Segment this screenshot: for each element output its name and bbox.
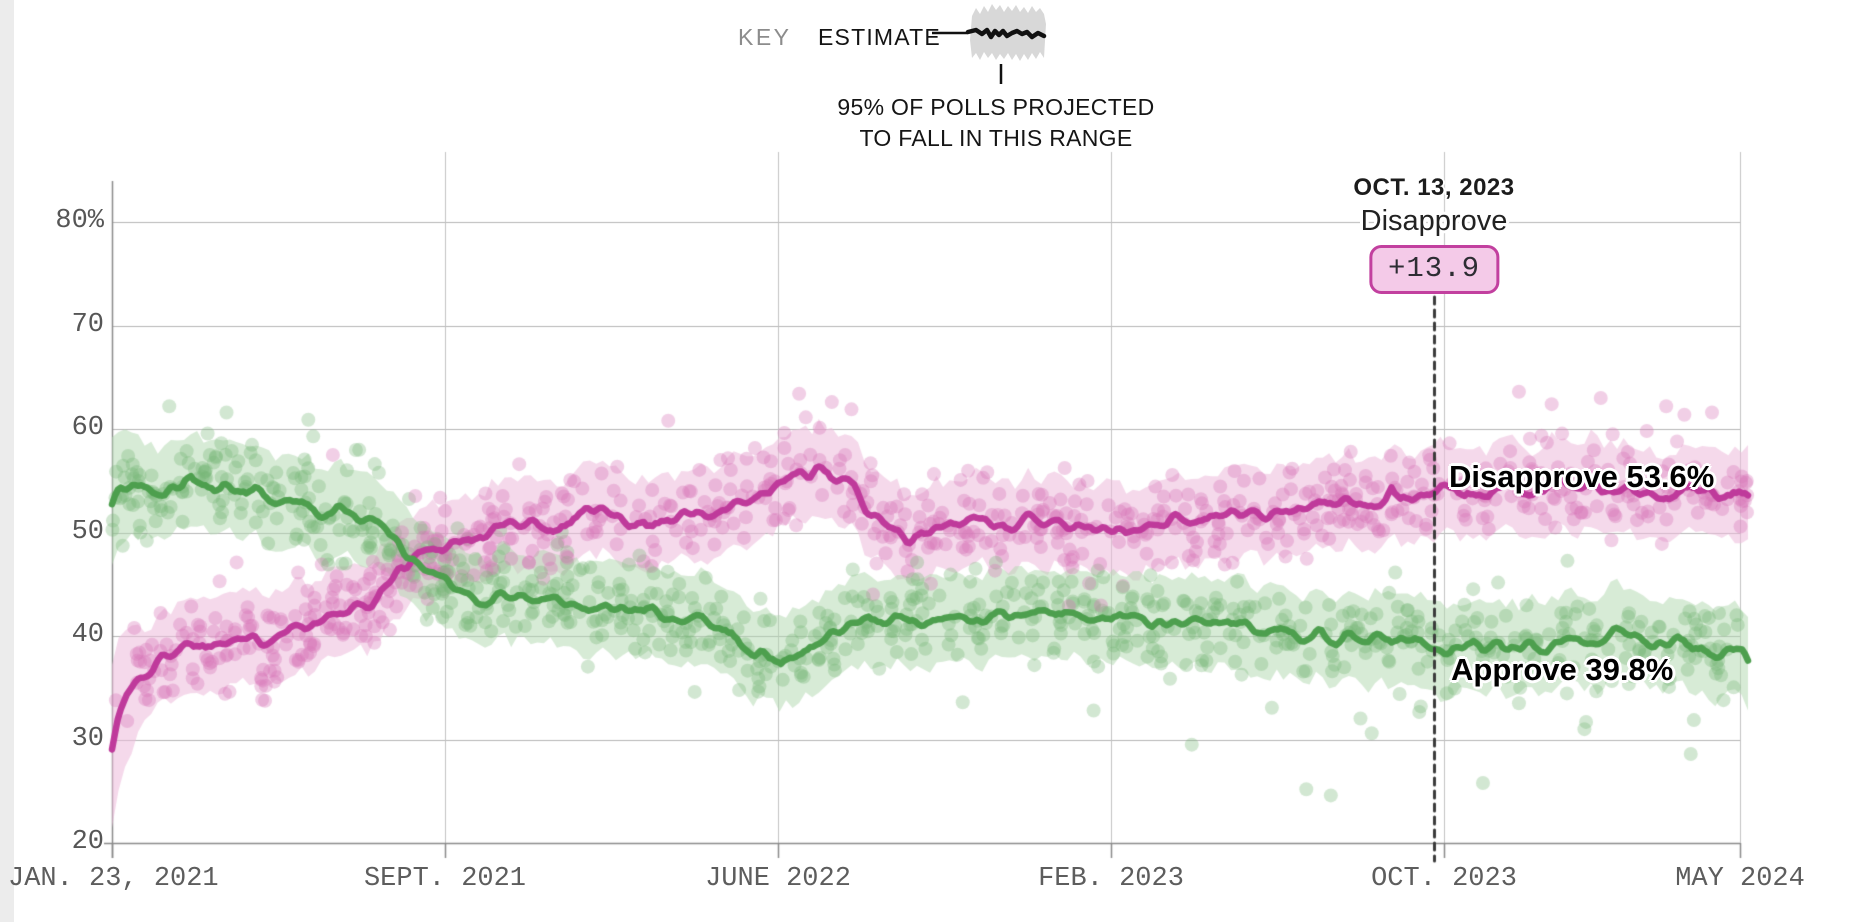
y-tick-label: 70 bbox=[71, 309, 104, 340]
y-tick-label: 20 bbox=[71, 827, 104, 857]
tooltip-annotation: OCT. 13, 2023 Disapprove +13.9 bbox=[1353, 174, 1514, 294]
x-tick-label: JUNE 2022 bbox=[705, 864, 851, 894]
key-label: KEY bbox=[738, 24, 792, 50]
x-tick-label: FEB. 2023 bbox=[1038, 864, 1184, 894]
poll-range-caption-line2: TO FALL IN THIS RANGE bbox=[859, 125, 1133, 151]
y-tick-label: 60 bbox=[71, 413, 104, 443]
tooltip-series-label: Disapprove bbox=[1360, 205, 1508, 237]
x-tick-label: JAN. 23, 2021 bbox=[8, 864, 219, 894]
poll-range-caption: 95% OF POLLS PROJECTED TO FALL IN THIS R… bbox=[837, 92, 1154, 154]
x-tick-label: OCT. 2023 bbox=[1371, 864, 1517, 894]
x-tick-label: SEPT. 2021 bbox=[363, 864, 527, 894]
x-tick-label: MAY 2024 bbox=[1675, 864, 1805, 894]
estimate-sparkline-icon bbox=[932, 4, 1047, 84]
approve-end-label: Approve 39.8% bbox=[1451, 652, 1674, 687]
estimate-legend-label: ESTIMATE bbox=[818, 24, 941, 50]
poll-range-caption-line1: 95% OF POLLS PROJECTED bbox=[837, 94, 1155, 120]
y-tick-label: 30 bbox=[71, 723, 104, 754]
y-tick-label: 80% bbox=[55, 206, 104, 236]
tooltip-value-badge: +13.9 bbox=[1368, 245, 1500, 294]
y-tick-label: 50 bbox=[71, 516, 104, 547]
disapprove-end-label: Disapprove 53.6% bbox=[1449, 459, 1715, 494]
tooltip-date: OCT. 13, 2023 bbox=[1353, 174, 1515, 201]
y-tick-label: 40 bbox=[71, 620, 104, 650]
